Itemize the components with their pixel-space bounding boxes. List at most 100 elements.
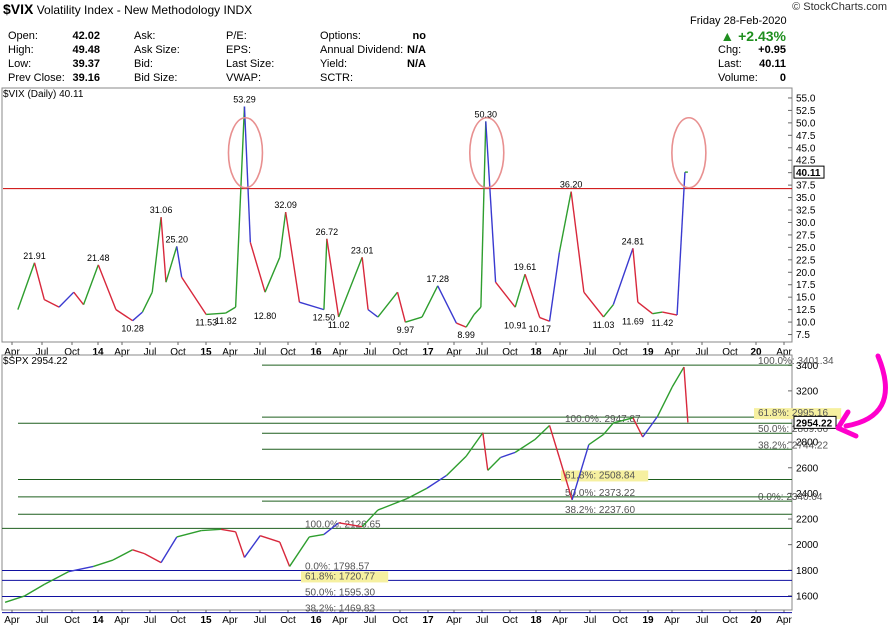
spx-series-segment [361,509,379,528]
spx-series-segment [671,366,685,388]
spx-x-tick-label: Jul [144,615,157,626]
spx-series-segment [487,457,501,471]
spx-series-segment [534,424,551,441]
vix-annotation: 11.42 [651,318,673,328]
vix-annotation: 10.28 [121,324,144,334]
spx-series-segment [588,433,604,446]
vix-series-segment [141,291,153,313]
vix-annotation: 21.91 [23,251,46,261]
vix-x-tick-label: Apr [4,347,20,358]
spx-series-segment [243,535,261,558]
vix-series-segment [652,311,663,315]
vix-series-segment [514,274,526,308]
quote-date: Friday 28-Feb-2020 [690,15,787,27]
vix-x-tick-label: Jul [696,347,709,358]
spx-series-segment [201,528,221,532]
spx-y-tick-label: 2400 [796,489,819,500]
spx-x-tick-label: 15 [200,615,212,626]
vix-y-tick-label: 45.0 [796,143,816,154]
vix-x-tick-label: 18 [530,347,542,358]
vix-annotation: 11.69 [622,317,644,327]
vix-frame [1,87,793,343]
vix-annotation: 17.28 [426,274,449,284]
vix-series-segment [612,248,634,305]
vix-title: $VIX (Daily) 40.11 [3,89,84,100]
change-pct-value: +2.43% [738,28,786,44]
quote-header: $VIX Volatility Index - New Methodology … [0,0,893,90]
vix-x-tick-label: 19 [642,347,654,358]
spx-fib-label: 38.2%: 1469.83 [305,604,375,615]
vix-x-tick-label: Oct [280,347,296,358]
vix-x-tick-label: Apr [776,347,792,358]
vix-x-tick-label: Apr [332,347,348,358]
spx-series-segment [176,529,202,538]
spx-x-tick-label: Jul [476,615,489,626]
vix-x-tick-label: Jul [144,347,157,358]
vix-series-segment [243,106,252,243]
spx-last-value-box [793,415,837,429]
spx-title: $SPX 2954.22 [3,356,68,367]
vix-series-segment [421,285,439,318]
spx-y-tick-label: 2600 [796,463,819,474]
vix-series-segment [405,316,423,323]
eps-label: EPS: [226,44,252,56]
vix-annotation: 24.81 [622,236,645,246]
vix-series-segment [473,306,482,316]
spx-series-segment [234,531,246,558]
spx-series-segment [289,536,310,567]
vix-series-segment [58,291,75,308]
spx-x-tick-label: Jul [584,615,597,626]
vix-series-segment [33,262,46,300]
spx-series-segment [309,533,325,538]
vix-series-segment [264,257,281,293]
vix-annotation: 11.82 [215,316,237,326]
vix-annotation: 23.01 [351,245,374,255]
spx-series-segment [160,536,178,563]
vix-annotation: 10.17 [528,324,551,334]
spx-series-segment [338,522,363,528]
vix-x-tick-label: Jul [254,347,267,358]
spx-x-tick-label: Oct [392,615,408,626]
spx-series-segment [613,417,634,424]
vix-y-tick-label: 15.0 [796,293,816,304]
vix-peak-circle [671,116,707,189]
chg-value: +0.95 [758,44,786,56]
vix-annotation: 50.30 [475,109,498,119]
vix-x-tick-label: Oct [612,347,628,358]
spx-y-tick-label: 2000 [796,540,819,551]
vix-series-segment [176,246,183,278]
spx-y-tick-label: 2800 [796,438,819,449]
spx-x-tick-label: Oct [612,615,628,626]
vix-x-tick-label: Apr [446,347,462,358]
vix-y-tick-label: 7.5 [796,330,810,341]
spx-series-segment [558,457,573,501]
open-label: Open: [8,30,38,42]
vix-x-tick-label: Jul [36,347,49,358]
vix-series-segment [17,262,36,310]
spx-x-tick-label: Apr [776,615,792,626]
vix-series-segment [279,211,287,258]
last-size-label: Last Size: [226,58,275,70]
last-label: Last: [718,58,742,70]
spx-fib-highlight [301,571,389,583]
vix-series-segment [326,238,340,318]
spx-series-segment [482,432,489,471]
vix-y-tick-label: 50.0 [796,118,816,129]
vix-series-segment [437,285,457,324]
spx-fib-label: 38.2%: 2237.60 [565,505,635,516]
vix-series-segment [181,276,207,315]
vix-x-tick-label: Jul [476,347,489,358]
symbol-title: $VIX Volatility Index - New Methodology … [3,1,252,17]
vix-x-tick-label: Oct [392,347,408,358]
sctr-label: SCTR: [320,72,353,84]
spx-x-tick-label: 17 [422,615,434,626]
vix-series-segment [558,191,572,253]
vix-annotation: 36.20 [560,180,583,190]
spx-x-tick-label: 16 [310,615,322,626]
low-value: 39.37 [72,58,100,70]
vix-series-segment [485,121,497,283]
spx-x-tick-label: Apr [114,615,130,626]
yield-label: Yield: [320,58,348,70]
vix-series-segment [249,242,266,293]
